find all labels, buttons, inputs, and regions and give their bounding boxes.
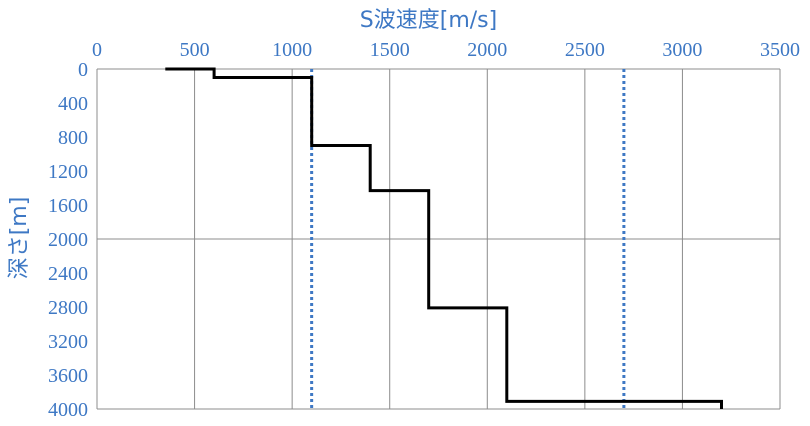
x-tick-labels: 0 500 1000 1500 2000 2500 3000 3500 [92, 39, 800, 61]
y-axis-title: 深さ[m] [7, 197, 32, 280]
y-tick-label: 400 [58, 93, 88, 115]
x-axis-title: S波速度[m/s] [360, 8, 497, 33]
y-tick-label: 0 [78, 59, 88, 81]
grid-lines [96, 68, 781, 410]
x-tick-label: 500 [180, 39, 210, 61]
x-tick-label: 0 [92, 39, 102, 61]
x-tick-label: 3000 [662, 39, 702, 61]
series-lines [165, 67, 723, 409]
x-tick-label: 1500 [370, 39, 410, 61]
y-tick-labels: 0 400 800 1200 1600 2000 2400 2800 3200 3600 4000 [48, 59, 88, 421]
y-tick-label: 3600 [48, 365, 88, 387]
x-tick-label: 2000 [467, 39, 507, 61]
velocity-profile-line [165, 67, 723, 409]
y-tick-label: 4000 [48, 399, 88, 421]
x-tick-label: 3500 [760, 39, 800, 61]
y-tick-label: 800 [58, 127, 88, 149]
y-tick-label: 2000 [48, 229, 88, 251]
y-tick-label: 2400 [48, 263, 88, 285]
y-tick-label: 1600 [48, 195, 88, 217]
x-tick-label: 2500 [565, 39, 605, 61]
x-tick-label: 1000 [272, 39, 312, 61]
y-tick-label: 2800 [48, 297, 88, 319]
y-tick-label: 3200 [48, 331, 88, 353]
y-tick-label: 1200 [48, 161, 88, 183]
